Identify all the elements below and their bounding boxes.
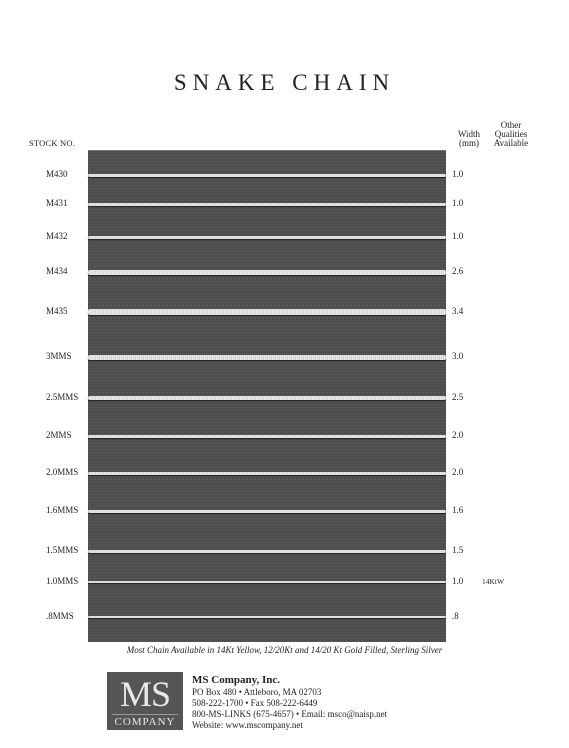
company-name: MS Company, Inc.	[192, 674, 281, 686]
width-value: 2.0	[452, 430, 464, 440]
chain-sample	[88, 235, 446, 239]
width-value: 1.0	[452, 576, 464, 586]
stock-number: M431	[46, 198, 68, 208]
width-header: Width (mm)	[452, 130, 486, 148]
width-value: .8	[452, 611, 459, 621]
stock-number: 2.5MMS	[46, 392, 79, 402]
stock-no-header: STOCK NO.	[29, 138, 76, 148]
stock-number: .8MMS	[46, 611, 74, 621]
other-header-line3: Available	[493, 138, 529, 148]
width-value: 1.0	[452, 198, 464, 208]
chain-display-panel	[88, 150, 446, 642]
stock-number: 1.0MMS	[46, 576, 79, 586]
page-title: SNAKE CHAIN	[173, 70, 396, 95]
stock-number: M434	[46, 266, 68, 276]
logo-company-text: COMPANY	[112, 714, 178, 729]
stock-number: M432	[46, 231, 68, 241]
stock-number: 1.6MMS	[46, 505, 79, 515]
width-value: 1.5	[452, 545, 464, 555]
other-header-line2: Qualities	[494, 129, 528, 139]
width-header-line1: Width	[457, 129, 481, 139]
other-qualities-header: Other Qualities Available	[490, 121, 532, 148]
width-header-line2: (mm)	[459, 138, 479, 148]
company-info: MS Company, Inc. PO Box 480 • Attleboro,…	[192, 674, 387, 731]
width-value: 1.0	[452, 231, 464, 241]
company-website: Website: www.mscompany.net	[192, 720, 303, 730]
chain-sample	[88, 509, 446, 513]
stock-number: 3MMS	[46, 351, 72, 361]
other-header-line1: Other	[500, 120, 522, 130]
chain-sample	[88, 434, 446, 438]
logo-ms-text: MS	[119, 674, 171, 714]
width-value: 2.0	[452, 467, 464, 477]
width-value: 3.4	[452, 306, 464, 316]
chain-sample	[88, 173, 446, 177]
stock-number: M430	[46, 169, 68, 179]
availability-caption: Most Chain Available in 14Kt Yellow, 12/…	[126, 645, 443, 655]
chain-sample	[88, 549, 446, 553]
stock-number: 1.5MMS	[46, 545, 79, 555]
company-tollfree: 800-MS-LINKS (675-4657) • Email: msco@na…	[192, 709, 388, 719]
company-phone: 508-222-1700 • Fax 508-222-6449	[192, 698, 318, 708]
stock-number: 2MMS	[46, 430, 72, 440]
width-value: 1.0	[452, 169, 464, 179]
stock-number: 2.0MMS	[46, 467, 79, 477]
stock-number: M435	[46, 306, 68, 316]
chain-sample	[88, 309, 446, 315]
width-value: 2.6	[452, 266, 464, 276]
chain-sample	[88, 202, 446, 206]
width-value: 2.5	[452, 392, 464, 402]
other-quality-value: 14KtW	[482, 577, 505, 586]
chain-sample	[88, 354, 446, 360]
width-value: 1.6	[452, 505, 464, 515]
ms-company-logo: MS COMPANY	[107, 672, 183, 730]
chain-sample	[88, 269, 446, 275]
company-address: PO Box 480 • Attleboro, MA 02703	[192, 687, 322, 697]
chain-sample	[88, 616, 446, 618]
chain-sample	[88, 471, 446, 475]
chain-sample	[88, 396, 446, 400]
chain-sample	[88, 581, 446, 583]
width-value: 3.0	[452, 351, 464, 361]
